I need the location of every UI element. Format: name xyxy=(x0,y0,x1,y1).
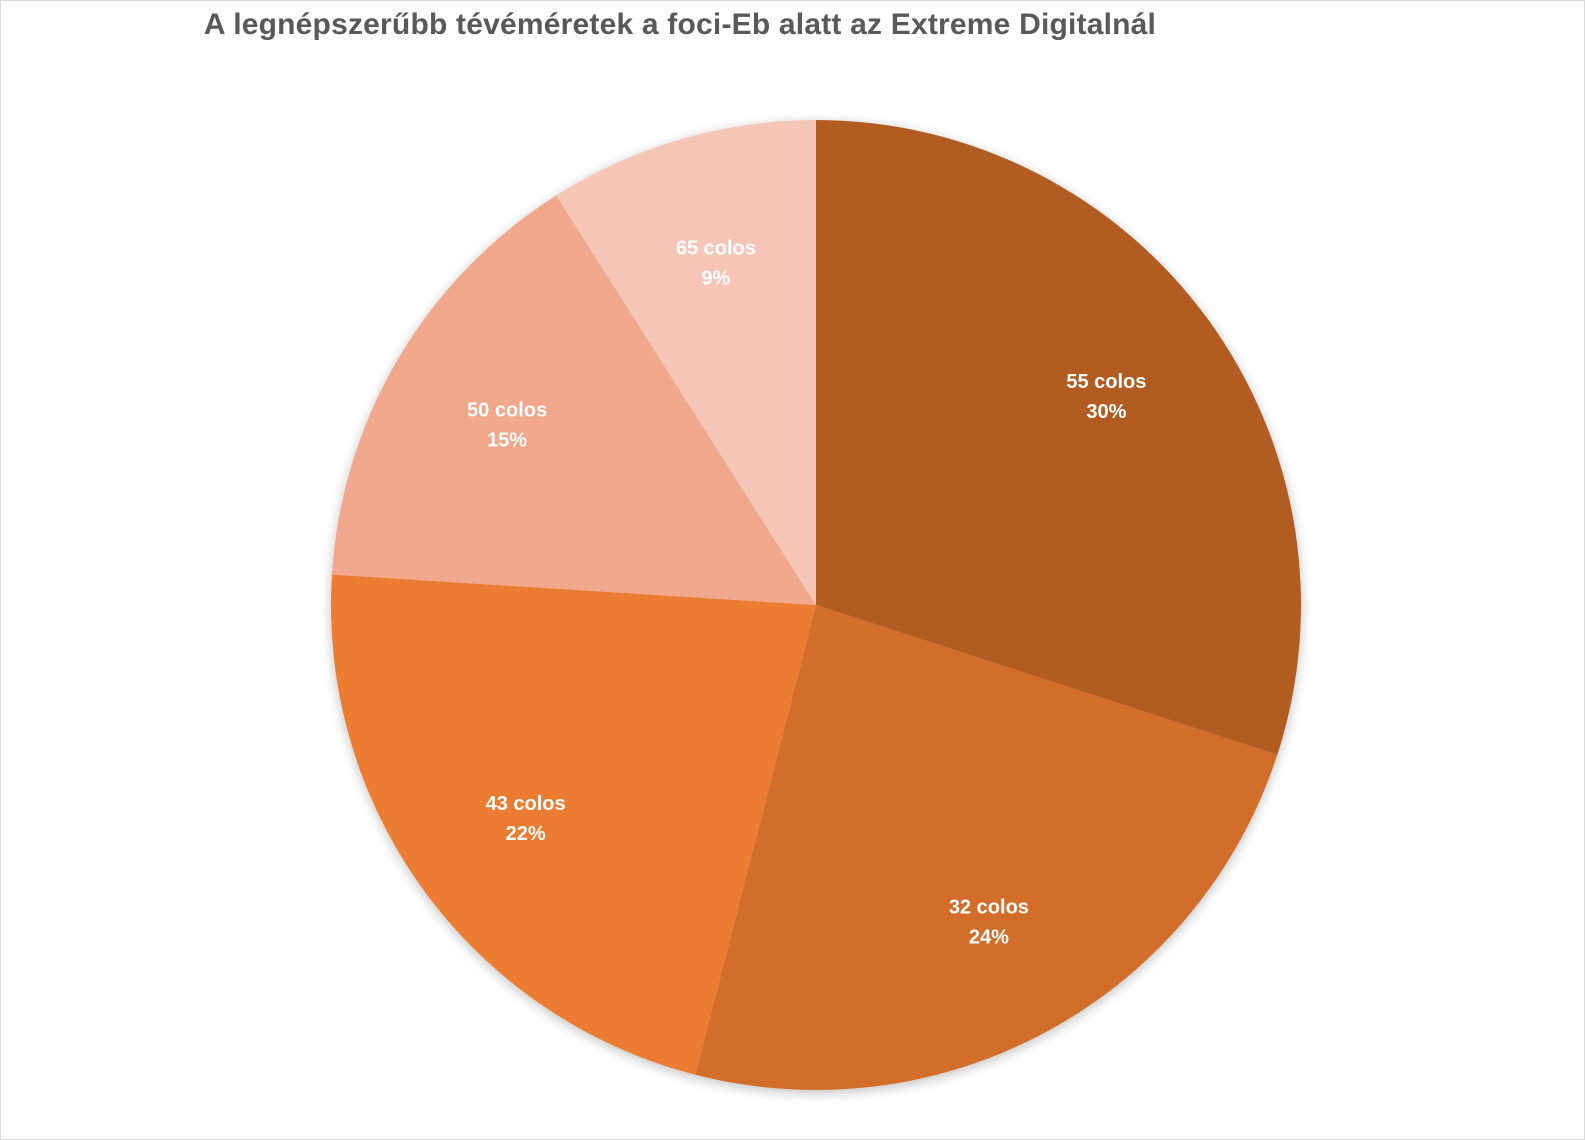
chart-title: A legnépszerűbb tévéméretek a foci-Eb al… xyxy=(203,8,1157,41)
pie-slice-43-colos xyxy=(331,574,816,1075)
pie-slice-50-colos xyxy=(331,195,816,605)
data-label-category-55-colos: 55 colos xyxy=(1066,371,1146,393)
data-label-category-43-colos: 43 colos xyxy=(486,793,566,815)
data-label-category-32-colos: 32 colos xyxy=(949,897,1029,919)
data-label-percent-43-colos: 22% xyxy=(506,823,546,845)
pie-slice-65-colos xyxy=(556,120,816,605)
data-label-category-65-colos: 65 colos xyxy=(676,237,756,259)
pie-slice-32-colos xyxy=(695,605,1278,1090)
data-label-percent-55-colos: 30% xyxy=(1086,401,1126,423)
pie-slice-55-colos xyxy=(816,120,1301,755)
data-label-percent-32-colos: 24% xyxy=(969,927,1009,949)
data-label-category-50-colos: 50 colos xyxy=(467,399,547,421)
data-label-percent-50-colos: 15% xyxy=(487,429,527,451)
data-label-percent-65-colos: 9% xyxy=(701,267,730,289)
